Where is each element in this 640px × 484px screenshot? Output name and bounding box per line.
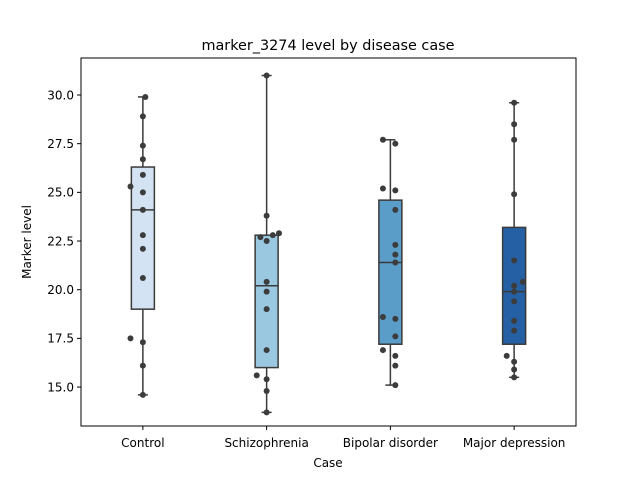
y-tick-label: 22.5	[47, 234, 74, 248]
data-point	[128, 184, 134, 190]
data-point	[140, 275, 146, 281]
y-tick-label: 20.0	[47, 283, 74, 297]
data-point	[511, 374, 517, 380]
data-point	[511, 100, 517, 106]
y-tick-label: 17.5	[47, 332, 74, 346]
data-point	[140, 172, 146, 178]
data-point	[140, 143, 146, 149]
data-point	[140, 113, 146, 119]
data-point	[504, 353, 510, 359]
data-point	[140, 156, 146, 162]
data-point	[140, 189, 146, 195]
x-tick-label: Major depression	[463, 436, 566, 450]
data-point	[392, 252, 398, 258]
data-point	[264, 347, 270, 353]
data-point	[264, 213, 270, 219]
data-point	[520, 279, 526, 285]
data-point	[264, 306, 270, 312]
data-point	[264, 388, 270, 394]
data-point	[128, 335, 134, 341]
data-point	[264, 376, 270, 382]
box-plot-chart: marker_3274 level by disease case 15.0 17…	[0, 0, 640, 480]
data-point	[511, 121, 517, 127]
data-point	[511, 283, 517, 289]
data-point	[264, 409, 270, 415]
data-point	[511, 328, 517, 334]
x-tick-label: Control	[121, 436, 164, 450]
y-axis-label: Marker level	[20, 205, 34, 279]
data-point	[264, 238, 270, 244]
data-point	[511, 289, 517, 295]
data-point	[392, 187, 398, 193]
data-point	[264, 279, 270, 285]
box-iqr	[379, 200, 402, 344]
data-point	[511, 191, 517, 197]
data-point	[380, 185, 386, 191]
x-axis-label: Case	[313, 456, 342, 470]
y-tick-label: 15.0	[47, 380, 74, 394]
data-point	[392, 316, 398, 322]
data-point	[511, 137, 517, 143]
data-point	[392, 363, 398, 369]
figure-background	[0, 0, 640, 480]
data-point	[392, 242, 398, 248]
data-point	[270, 232, 276, 238]
data-point	[392, 333, 398, 339]
data-point	[264, 73, 270, 79]
data-point	[511, 298, 517, 304]
data-point	[380, 137, 386, 143]
data-point	[140, 363, 146, 369]
data-point	[392, 141, 398, 147]
data-point	[511, 257, 517, 263]
x-tick-label: Bipolar disorder	[343, 436, 438, 450]
data-point	[380, 314, 386, 320]
data-point	[142, 94, 148, 100]
data-point	[140, 232, 146, 238]
data-point	[140, 392, 146, 398]
y-tick-label: 25.0	[47, 186, 74, 200]
y-tick-label: 30.0	[47, 88, 74, 102]
data-point	[511, 367, 517, 373]
data-point	[392, 207, 398, 213]
data-point	[140, 246, 146, 252]
data-point	[140, 207, 146, 213]
data-point	[511, 359, 517, 365]
data-point	[264, 289, 270, 295]
x-tick-label: Schizophrenia	[224, 436, 308, 450]
data-point	[392, 259, 398, 265]
data-point	[511, 318, 517, 324]
y-tick-label: 27.5	[47, 137, 74, 151]
data-point	[257, 234, 263, 240]
data-point	[254, 372, 260, 378]
data-point	[380, 347, 386, 353]
data-point	[276, 230, 282, 236]
data-point	[392, 382, 398, 388]
data-point	[140, 339, 146, 345]
data-point	[392, 353, 398, 359]
chart-title: marker_3274 level by disease case	[201, 38, 454, 54]
